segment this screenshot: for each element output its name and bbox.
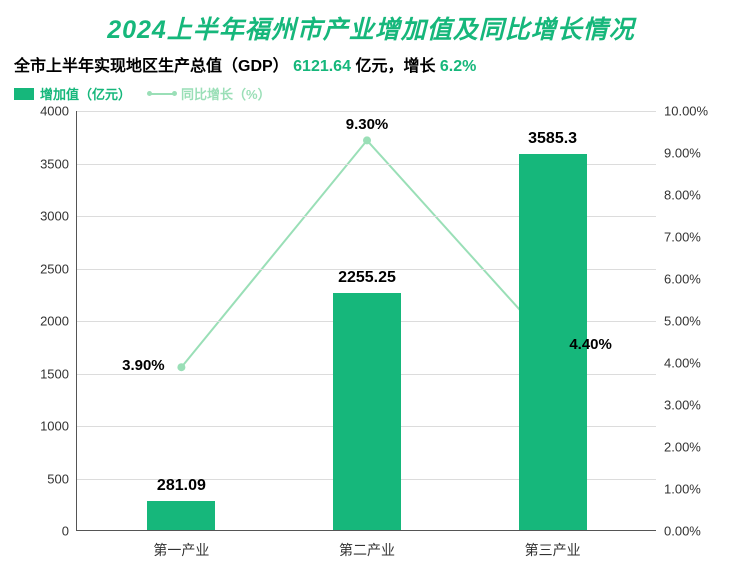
legend-bar: 增加值（亿元） <box>14 84 131 103</box>
line-marker <box>177 363 185 371</box>
plot-area: 050010001500200025003000350040000.00%1.0… <box>76 111 656 531</box>
bar <box>333 293 401 530</box>
line-value-label: 4.40% <box>569 336 612 353</box>
y-right-tick: 7.00% <box>656 230 701 245</box>
chart-title: 2024上半年福州市产业增加值及同比增长情况 <box>0 0 742 52</box>
chart-area: 050010001500200025003000350040000.00%1.0… <box>20 111 722 571</box>
y-right-tick: 4.00% <box>656 356 701 371</box>
bar-value-label: 3585.3 <box>528 130 577 148</box>
y-right-tick: 6.00% <box>656 272 701 287</box>
y-right-tick: 2.00% <box>656 440 701 455</box>
y-right-tick: 10.00% <box>656 104 708 119</box>
subtitle: 全市上半年实现地区生产总值（GDP） 6121.64 亿元，增长 6.2% <box>0 52 742 76</box>
y-right-tick: 1.00% <box>656 482 701 497</box>
legend-line: 同比增长（%） <box>149 84 271 103</box>
legend-bar-label: 增加值（亿元） <box>40 84 131 103</box>
line-value-label: 9.30% <box>346 116 389 133</box>
legend-line-label: 同比增长（%） <box>181 84 271 103</box>
bar-value-label: 2255.25 <box>338 269 396 287</box>
subtitle-unit: 亿元，增长 <box>355 58 435 75</box>
bar-swatch-icon <box>14 88 34 100</box>
y-left-tick: 1000 <box>40 419 77 434</box>
line-value-label: 3.90% <box>122 357 165 374</box>
subtitle-prefix: 全市上半年实现地区生产总值（GDP） <box>14 58 289 75</box>
y-left-tick: 3500 <box>40 156 77 171</box>
y-left-tick: 1500 <box>40 366 77 381</box>
y-right-tick: 3.00% <box>656 398 701 413</box>
line-swatch-icon <box>149 93 175 95</box>
line-marker <box>363 136 371 144</box>
bar <box>147 501 215 531</box>
x-category-label: 第一产业 <box>153 530 209 560</box>
y-left-tick: 2500 <box>40 261 77 276</box>
subtitle-gdp-value: 6121.64 <box>293 58 351 75</box>
x-category-label: 第二产业 <box>339 530 395 560</box>
y-right-tick: 0.00% <box>656 524 701 539</box>
x-category-label: 第三产业 <box>525 530 581 560</box>
y-right-tick: 5.00% <box>656 314 701 329</box>
legend: 增加值（亿元） 同比增长（%） <box>0 84 742 103</box>
y-left-tick: 3000 <box>40 209 77 224</box>
y-left-tick: 500 <box>47 471 77 486</box>
y-right-tick: 9.00% <box>656 146 701 161</box>
gridline <box>77 111 656 112</box>
y-left-tick: 2000 <box>40 314 77 329</box>
subtitle-growth-value: 6.2% <box>440 58 476 75</box>
y-right-tick: 8.00% <box>656 188 701 203</box>
y-left-tick: 4000 <box>40 104 77 119</box>
bar-value-label: 281.09 <box>157 477 206 495</box>
y-left-tick: 0 <box>62 524 77 539</box>
